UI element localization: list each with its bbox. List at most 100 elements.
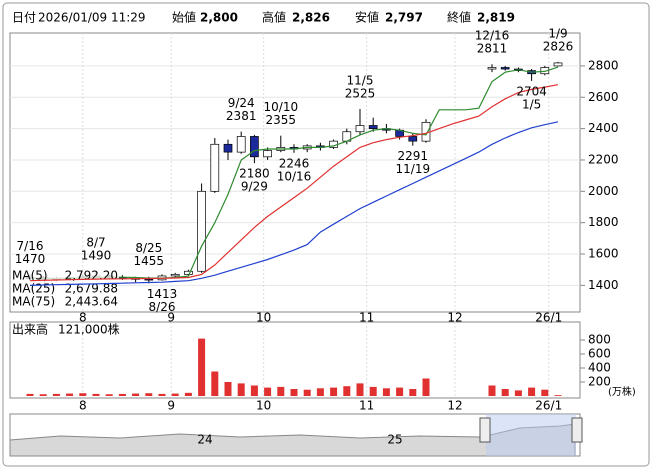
navigator-selection[interactable] xyxy=(486,414,576,456)
header-label: 始値 xyxy=(172,10,196,25)
volume-bar xyxy=(277,386,285,396)
y-tick-label: 1600 xyxy=(588,247,619,261)
candle-body xyxy=(144,278,154,281)
volume-bar xyxy=(211,371,219,396)
header-value: 2,826 xyxy=(292,11,330,25)
y-tick-label: 1800 xyxy=(588,215,619,229)
x-tick-label: 11 xyxy=(359,311,374,325)
x-tick-label: 12 xyxy=(447,311,462,325)
candle-body xyxy=(236,136,246,153)
legend-name: MA(25) xyxy=(12,282,55,296)
navigator-handle-left[interactable] xyxy=(479,417,491,443)
annotation-value: 2525 xyxy=(345,87,376,101)
volume-bar xyxy=(118,393,126,396)
header-value: 2026/01/09 11:29 xyxy=(38,11,146,25)
x-tick-label: 26/1 xyxy=(535,399,562,413)
annotation-date: 7/16 xyxy=(17,239,44,253)
candle-body xyxy=(368,125,378,129)
annotation-date: 1/9 xyxy=(548,26,567,40)
navigator-handle-right[interactable] xyxy=(571,417,583,443)
y-tick-label: 2000 xyxy=(588,184,619,198)
navigator-label: 25 xyxy=(387,433,402,447)
volume-bar xyxy=(145,393,153,396)
header-value: 2,819 xyxy=(477,11,515,25)
legend-value: 2,792.20 xyxy=(65,269,118,283)
annotation-date: 12/16 xyxy=(475,29,510,43)
volume-bar xyxy=(554,395,562,396)
volume-panel xyxy=(9,321,581,399)
x-tick-label: 12 xyxy=(447,399,462,413)
volume-bar xyxy=(330,387,338,396)
annotation-value: 2180 xyxy=(239,167,270,181)
annotation-value: 2811 xyxy=(477,42,508,56)
header-label: 安値 xyxy=(355,10,379,25)
ma-line xyxy=(29,121,559,286)
volume-bar xyxy=(422,378,430,396)
annotation-value: 2704 xyxy=(516,84,547,98)
volume-unit: (万株) xyxy=(608,385,636,398)
volume-title: 出来高 xyxy=(12,322,48,337)
x-tick-label: 26/1 xyxy=(535,311,562,325)
volume-bar xyxy=(79,393,87,396)
volume-bar xyxy=(171,393,179,396)
candle-body xyxy=(223,143,233,153)
annotation-value: 1470 xyxy=(15,252,46,266)
y-tick-label: 2800 xyxy=(588,58,619,72)
header-label: 終値 xyxy=(447,10,471,25)
volume-bar xyxy=(237,383,245,396)
volume-bar xyxy=(224,382,232,396)
x-tick-label: 11 xyxy=(359,399,374,413)
y-tick-label: 200 xyxy=(588,375,611,389)
y-tick-label: 2600 xyxy=(588,90,619,104)
legend-name: MA(5) xyxy=(12,269,48,283)
volume-bar xyxy=(92,393,100,396)
annotation-date: 8/25 xyxy=(135,241,162,255)
volume-bar xyxy=(356,383,364,396)
candle-body xyxy=(197,190,206,272)
header-label: 日付 xyxy=(12,11,36,25)
volume-bar xyxy=(303,389,311,396)
volume-bar xyxy=(541,389,549,396)
annotation-value: 1413 xyxy=(147,287,178,301)
legend-value: 2,679.88 xyxy=(65,282,118,296)
annotation-date: 8/26 xyxy=(149,300,176,314)
header-label: 高値 xyxy=(262,10,286,25)
x-tick-label: 10 xyxy=(256,399,271,413)
annotation-date: 8/7 xyxy=(86,236,105,250)
annotation-value: 2355 xyxy=(266,113,297,127)
candle-body xyxy=(487,67,497,70)
legend-value: 2,443.64 xyxy=(65,295,118,309)
volume-bar xyxy=(132,393,140,396)
x-tick-label: 8 xyxy=(79,399,87,413)
volume-bar xyxy=(501,389,509,396)
volume-bar xyxy=(528,387,536,396)
y-tick-label: 2400 xyxy=(588,121,619,135)
volume-bar xyxy=(105,394,113,396)
candle-body xyxy=(210,143,220,192)
y-tick-label: 1400 xyxy=(588,278,619,292)
legend-name: MA(75) xyxy=(12,295,55,309)
x-tick-label: 9 xyxy=(167,399,175,413)
header-value: 2,797 xyxy=(385,11,423,25)
legend-bg xyxy=(11,296,119,308)
volume-bar xyxy=(250,385,258,396)
annotation-value: 1455 xyxy=(134,254,165,268)
x-tick-label: 9 xyxy=(167,311,175,325)
candle-body xyxy=(408,136,418,142)
volume-bar xyxy=(514,390,522,396)
annotation-value: 2381 xyxy=(226,109,257,123)
annotation-value: 2291 xyxy=(398,149,429,163)
candle-body xyxy=(355,125,365,133)
header-value: 2,800 xyxy=(200,11,238,25)
annotation-date: 1/5 xyxy=(522,97,541,111)
volume-bar xyxy=(382,388,390,396)
y-tick-label: 800 xyxy=(588,333,611,347)
y-tick-label: 400 xyxy=(588,361,611,375)
volume-bar xyxy=(290,389,298,396)
annotation-date: 10/16 xyxy=(277,169,312,183)
volume-bar xyxy=(158,393,166,396)
annotation-value: 1490 xyxy=(81,249,112,263)
volume-bar xyxy=(198,338,206,396)
